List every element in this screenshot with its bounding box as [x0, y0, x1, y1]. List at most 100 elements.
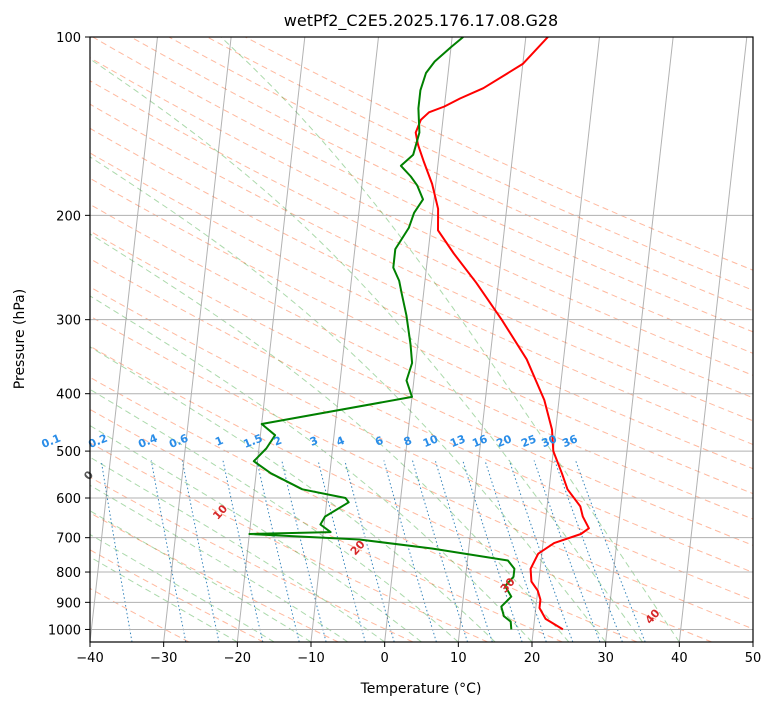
mixing-ratio-label: 2	[272, 434, 284, 449]
dry-adiabat	[90, 286, 753, 601]
y-tick-label: 300	[56, 314, 81, 329]
mixing-ratio-line	[344, 460, 395, 642]
temperature-profile	[414, 37, 590, 631]
dry-adiabat	[90, 258, 753, 573]
isotherm	[90, 37, 158, 642]
moist-adiabat	[90, 58, 643, 642]
moist-adiabat	[90, 233, 570, 642]
mixing-ratio-line	[100, 460, 133, 642]
moist-adiabat	[90, 156, 607, 642]
mixing-ratio-label: 10	[421, 432, 440, 450]
dry-adiabat	[168, 37, 753, 312]
dry-adiabat	[90, 315, 753, 630]
moist-adiabat	[220, 37, 680, 642]
mixing-ratio-line	[222, 460, 264, 642]
mixing-ratio-line	[256, 460, 300, 642]
moist-adiabat	[90, 295, 533, 642]
dry-adiabat	[206, 37, 753, 291]
mixing-ratio-label: 1.5	[241, 432, 264, 451]
background-line-labels: -100-90-80-70-60-50-40-30-20-10010203040…	[40, 431, 663, 626]
mixing-ratio-line	[554, 460, 623, 642]
isotherm	[678, 37, 748, 642]
moist-adiabat	[90, 556, 238, 642]
dry-adiabat-label: 10	[210, 502, 230, 522]
mixing-ratio-line	[317, 460, 366, 642]
mixing-ratio-line	[484, 460, 547, 642]
y-tick-label: 800	[56, 566, 81, 581]
dewpoint-profile	[248, 37, 516, 630]
moist-adiabat	[90, 388, 459, 642]
x-tick-label: −40	[76, 651, 103, 666]
mixing-ratio-label: 13	[448, 432, 467, 450]
x-tick-label: 40	[671, 651, 688, 666]
chart-title: wetPf2_C2E5.2025.176.17.08.G28	[284, 11, 558, 31]
mixing-ratio-line	[462, 460, 523, 642]
y-tick-label: 200	[56, 209, 81, 224]
isotherm	[531, 37, 600, 642]
dry-adiabat	[90, 80, 753, 399]
mixing-ratio-line	[533, 460, 601, 642]
x-tick-label: 10	[450, 651, 467, 666]
isotherm	[752, 637, 753, 642]
mixing-ratio-label: 25	[519, 432, 538, 450]
y-axis: 100 200 300 400 500 600 700 800 900 1000	[48, 31, 90, 638]
mixing-ratio-label: 8	[402, 434, 414, 449]
x-tick-label: −10	[297, 651, 324, 666]
dry-adiabat	[245, 37, 753, 271]
mixing-ratio-label: 30	[540, 432, 559, 450]
plot-frame	[89, 36, 754, 643]
dry-adiabat	[90, 408, 563, 642]
mixing-ratio-line	[150, 460, 187, 642]
mixing-ratio-label: 6	[373, 434, 385, 449]
mixing-ratio-label: 20	[495, 432, 514, 450]
y-tick-label: 100	[56, 31, 81, 46]
dry-adiabat	[90, 57, 753, 376]
y-tick-label: 1000	[48, 623, 81, 638]
y-tick-label: 500	[56, 445, 81, 460]
moist-adiabat	[90, 533, 275, 642]
series-lines	[248, 37, 590, 631]
x-tick-label: 0	[381, 651, 389, 666]
moist-adiabat	[90, 456, 385, 642]
isotherm	[457, 37, 527, 642]
x-tick-label: 20	[524, 651, 541, 666]
mixing-ratio-label: 36	[560, 432, 579, 450]
dry-adiabat	[90, 230, 753, 546]
y-tick-label: 900	[56, 596, 81, 611]
dry-adiabat	[90, 512, 339, 642]
mixing-ratio-line	[383, 460, 437, 642]
moist-adiabat	[90, 346, 496, 642]
x-tick-label: −30	[150, 651, 177, 666]
dry-adiabat-label: 40	[643, 606, 663, 626]
isotherm	[310, 37, 379, 642]
y-tick-label: 600	[56, 492, 81, 507]
mixing-ratio-label: 1	[213, 434, 225, 449]
y-tick-label: 700	[56, 532, 81, 547]
x-tick-label: −20	[224, 651, 251, 666]
moist-adiabat	[90, 510, 312, 642]
x-tick-label: 50	[745, 651, 762, 666]
x-tick-label: 30	[597, 651, 614, 666]
dry-adiabat	[130, 37, 753, 333]
isotherm	[236, 37, 306, 642]
dry-adiabat-label: 30	[498, 575, 518, 595]
isotherm	[163, 37, 232, 642]
dry-adiabat	[90, 442, 488, 642]
background-lines	[0, 37, 753, 643]
y-tick-label: 400	[56, 388, 81, 403]
x-axis: −40 −30 −20 −10 0 10 20 30 40 50	[76, 642, 761, 666]
mixing-ratio-line	[412, 460, 468, 642]
dry-adiabat-label: 0	[81, 468, 96, 483]
y-axis-label: Pressure (hPa)	[12, 289, 28, 389]
mixing-ratio-line	[281, 460, 327, 642]
mixing-ratio-line	[575, 460, 646, 642]
mixing-ratio-label: 3	[308, 434, 320, 449]
mixing-ratio-label: 0.4	[136, 431, 159, 450]
mixing-ratio-line	[54, 461, 82, 643]
isotherm	[0, 37, 10, 642]
isotherm	[384, 37, 453, 642]
grid-lines	[90, 37, 753, 630]
dry-adiabat	[92, 37, 753, 354]
mixing-ratio-label: 16	[470, 432, 489, 450]
